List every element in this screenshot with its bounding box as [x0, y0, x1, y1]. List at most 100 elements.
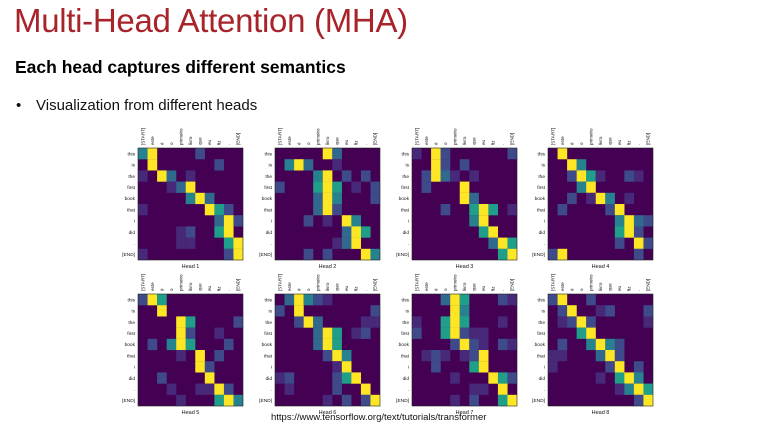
y-tick-label: [END] [122, 252, 135, 258]
x-tick-label: primeiro [588, 128, 593, 145]
heatmap-cell [586, 294, 596, 306]
heatmap-cell [294, 294, 304, 306]
heatmap-cell [548, 248, 558, 261]
x-tick-label: [START] [277, 274, 282, 291]
heatmap-cell [440, 159, 451, 171]
x-tick-label: que [198, 137, 203, 145]
heatmap-cell [214, 327, 225, 339]
y-tick-label: did [266, 230, 273, 236]
heatmap-cell [223, 394, 234, 407]
y-tick-label: [END] [259, 252, 272, 258]
y-tick-label: did [403, 376, 410, 382]
heatmap-cell [567, 316, 577, 328]
heatmap-cell [185, 316, 196, 328]
head-caption: Head 7 [456, 410, 474, 416]
heatmap-cell [643, 237, 654, 249]
heatmap-cell [147, 294, 158, 306]
heatmap-cell [351, 215, 362, 227]
heatmap-cell [322, 338, 333, 351]
head-caption: Head 5 [182, 410, 200, 416]
heatmap-cell [195, 361, 205, 373]
heatmap-frame [547, 147, 654, 261]
y-tick-label: first [537, 185, 545, 191]
heatmap-frame [411, 293, 518, 407]
heatmap-cell [332, 204, 342, 216]
heatmap-cell [567, 305, 577, 317]
heatmap-cell [233, 215, 244, 227]
heatmap-cell [557, 148, 568, 160]
heatmap-cell [147, 148, 158, 160]
heatmap-frame [547, 293, 654, 407]
heatmap-cell [147, 159, 158, 171]
heatmap-cell [214, 383, 225, 395]
heatmap-cell [284, 294, 295, 306]
y-tick-label: the [538, 320, 545, 326]
heatmap-cell [214, 159, 225, 171]
heatmap-cell [605, 338, 615, 351]
y-tick-label: is [406, 163, 410, 169]
heatmap-cell [497, 294, 508, 306]
heatmap-cell [370, 316, 381, 328]
heatmap-cell [412, 327, 422, 339]
y-tick-label: that [401, 207, 410, 213]
heatmap-cell [567, 192, 577, 205]
heatmap-cell [195, 148, 205, 160]
heatmap-cell [138, 294, 148, 306]
heatmap-cell [322, 181, 333, 193]
y-tick-label: is [132, 163, 136, 169]
heatmap-cell [223, 248, 234, 261]
heatmap-cell [440, 327, 451, 339]
heatmap-cell [431, 170, 441, 182]
heatmap-cell [332, 181, 342, 193]
head-caption: Head 1 [182, 264, 200, 270]
y-tick-label: book [262, 342, 273, 348]
x-tick-label: primeiro [588, 274, 593, 291]
x-tick-label: [END] [510, 133, 515, 145]
heatmap-cell [176, 350, 186, 362]
heatmap-cell [138, 170, 148, 182]
heatmap-cell [157, 305, 167, 317]
heatmap-cell [176, 394, 186, 407]
heatmap-cell [478, 383, 489, 395]
y-tick-label: book [125, 196, 136, 202]
heatmap-cell [431, 159, 441, 171]
heatmap-cell [360, 248, 371, 261]
heatmap-cell [459, 181, 470, 193]
y-tick-label: did [129, 376, 136, 382]
heatmap-cell [633, 361, 644, 373]
heatmap-cell [303, 248, 314, 261]
heatmap-cell [204, 372, 215, 384]
x-tick-label: [END] [646, 133, 651, 145]
heatmap-cell [351, 327, 362, 339]
heatmap-cell [507, 204, 518, 216]
heatmap-cell [469, 170, 479, 182]
heatmap-cell [459, 338, 470, 351]
heatmap-cell [614, 237, 625, 249]
heatmap-cell [497, 394, 508, 407]
x-tick-label: que [335, 137, 340, 145]
heatmap-cell [313, 204, 323, 216]
heatmap-cell [185, 181, 196, 193]
heatmap-cell [431, 350, 441, 362]
y-tick-label: the [402, 320, 409, 326]
heatmap-cell [497, 237, 508, 249]
heatmap-cell [614, 361, 625, 373]
y-tick-label: is [542, 309, 546, 315]
heatmap-cell [412, 316, 422, 328]
source-link[interactable]: https://www.tensorflow.org/text/tutorial… [271, 412, 487, 423]
heatmap-cell [440, 294, 451, 306]
heatmap-cell [185, 338, 196, 351]
heatmap-cell [341, 226, 352, 238]
heatmap-cell [507, 394, 518, 407]
x-tick-label: livro [462, 136, 467, 145]
heatmap-cell [633, 248, 644, 261]
heatmap-cell [284, 159, 295, 171]
heatmap-cell [469, 338, 479, 351]
heatmap-cell [440, 350, 451, 362]
heatmap-cell [459, 316, 470, 328]
heatmap-cell [586, 181, 596, 193]
heatmap-cell [313, 338, 323, 351]
heatmap-cell [275, 305, 285, 317]
x-tick-label: este [424, 282, 429, 291]
heatmap-cell [332, 148, 342, 160]
